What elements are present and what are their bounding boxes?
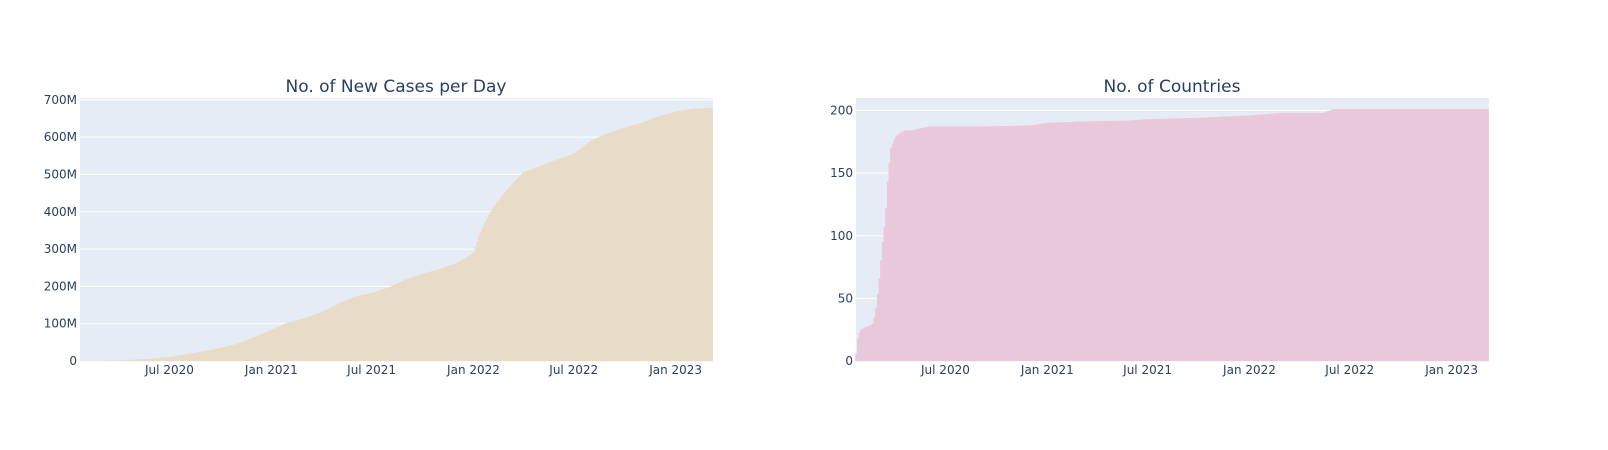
x-tick-label: Jul 2022 [548, 363, 598, 377]
y-tick-label: 0 [845, 354, 853, 368]
chart-new-cases-per-day: No. of New Cases per Day 0 100M 200M 300M 40… [44, 77, 713, 377]
y-tick-label: 500M [44, 167, 77, 181]
y-tick-label: 200 [830, 104, 853, 118]
x-tick-label: Jan 2021 [1020, 363, 1074, 377]
y-tick-label: 400M [44, 205, 77, 219]
x-tick-label: Jul 2021 [346, 363, 396, 377]
y-tick-label: 150 [830, 166, 853, 180]
x-tick-label: Jul 2022 [1324, 363, 1374, 377]
chart-number-of-countries: No. of Countries 0 50 100 150 200 Jul 2020 Jan… [830, 77, 1489, 377]
y-tick-label: 300M [44, 242, 77, 256]
y-tick-label: 50 [838, 291, 853, 305]
bar-series [855, 109, 1489, 362]
y-tick-label: 100M [44, 317, 77, 331]
x-tick-label: Jan 2023 [1424, 363, 1478, 377]
y-tick-label: 0 [69, 354, 77, 368]
y-tick-label: 100 [830, 229, 853, 243]
y-tick-label: 200M [44, 279, 77, 293]
chart-title: No. of New Cases per Day [286, 77, 507, 97]
bar-series [79, 107, 713, 362]
y-tick-label: 700M [44, 93, 77, 107]
x-tick-label: Jan 2023 [648, 363, 702, 377]
x-tick-label: Jan 2021 [244, 363, 298, 377]
x-tick-label: Jan 2022 [446, 363, 500, 377]
chart-title: No. of Countries [1104, 77, 1241, 97]
x-tick-label: Jul 2020 [144, 363, 194, 377]
y-tick-label: 600M [44, 130, 77, 144]
bar[interactable] [1486, 109, 1489, 362]
bar[interactable] [710, 107, 713, 362]
x-tick-label: Jul 2021 [1122, 363, 1172, 377]
x-tick-label: Jul 2020 [920, 363, 970, 377]
x-tick-label: Jan 2022 [1222, 363, 1276, 377]
